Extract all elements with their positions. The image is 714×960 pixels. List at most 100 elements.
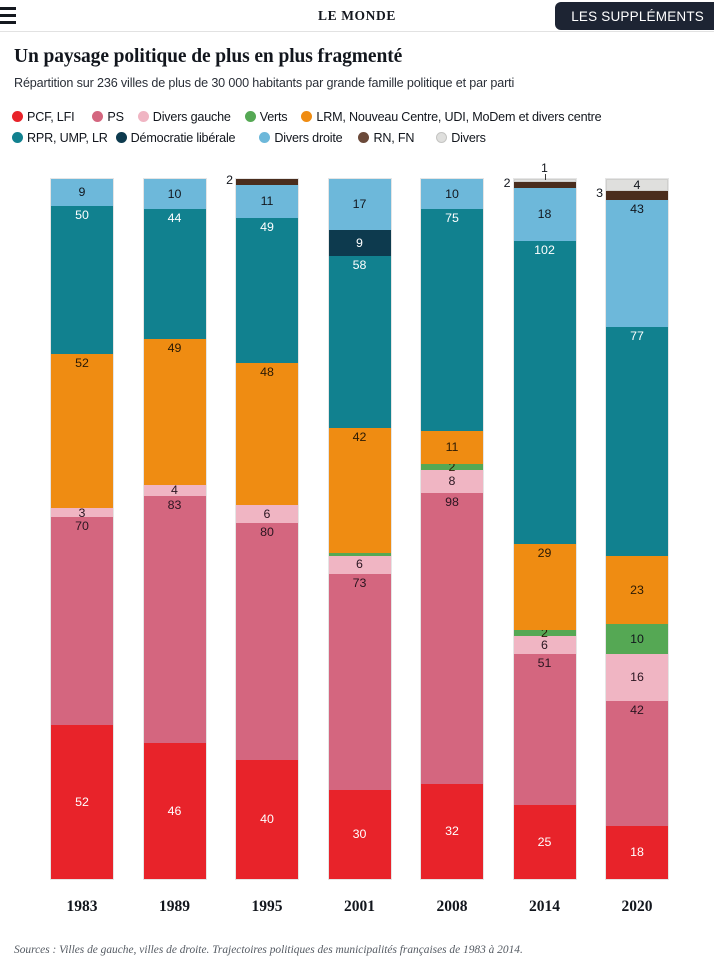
top-navigation-bar: LE MONDE LES SUPPLÉMENTS (0, 0, 714, 32)
bar-column-1995[interactable]: 40 80 6 48 49 11 2 (226, 174, 299, 880)
bar-segment[interactable]: 10 (421, 179, 483, 209)
bar-segment[interactable]: 98 (421, 493, 483, 785)
segment-value-label: 6 (263, 506, 271, 521)
bar-segment[interactable]: 6 (328, 555, 391, 574)
bar-segment[interactable]: 102 (513, 241, 576, 544)
segment-value-label: 9 (356, 235, 363, 250)
legend-item-label: Divers gauche (152, 109, 231, 124)
bar-segment[interactable]: 3 (51, 506, 113, 519)
legend-color-swatch-icon (358, 132, 370, 143)
legend-item-rn-fn: RN, FN (358, 131, 414, 145)
bar-segment[interactable]: 16 (606, 653, 668, 702)
bar-segment[interactable]: 29 (513, 543, 576, 630)
bar-segment[interactable]: 11 (236, 184, 298, 218)
segment-value-label: 42 (352, 430, 367, 445)
bar-segment[interactable]: 83 (143, 496, 206, 743)
legend-item-divers: Divers (436, 131, 486, 145)
bar-segment[interactable]: 58 (328, 256, 391, 429)
segment-value-label: 4 (171, 483, 178, 498)
segment-callout-label: 2 (226, 173, 233, 188)
legend-color-swatch-icon (137, 111, 149, 122)
bar-segment[interactable]: 75 (421, 208, 483, 432)
bar-segment[interactable]: 9 (51, 179, 113, 206)
bar-column-1983[interactable]: 52 70 3 52 50 9 (50, 178, 114, 880)
legend-item-label: Démocratie libérale (130, 130, 236, 145)
segment-value-label: 6 (541, 637, 548, 652)
bar-segment[interactable]: 11 (421, 431, 483, 464)
stacked-bar-2008: 32 98 8 2 11 75 10 (420, 178, 484, 880)
legend-row-right-parties: RPR, UMP, LR Démocratie libérale Divers dr… (12, 127, 714, 148)
segment-value-label: 44 (167, 210, 182, 225)
bar-segment[interactable]: 40 (236, 760, 298, 879)
segment-value-label: 58 (352, 258, 367, 273)
bar-segment[interactable]: 18 (513, 187, 576, 242)
bar-column-2008[interactable]: 32 98 8 2 11 75 10 (420, 178, 484, 880)
bar-segment[interactable]: 10 (143, 179, 206, 209)
legend-item-label: PCF, LFI (27, 109, 75, 124)
segment-value-label: 52 (75, 356, 89, 371)
bar-segment[interactable]: 1 (328, 539, 391, 556)
bar-segment[interactable]: 4 (143, 483, 206, 498)
legend-item-pcf-lfi: PCF, LFI (12, 109, 75, 124)
bar-segment[interactable]: 73 (328, 573, 391, 791)
bar-segment[interactable]: 18 (606, 825, 668, 879)
x-axis-label-2001: 2001 (344, 898, 375, 915)
legend-item-rpr-ump-lr: RPR, UMP, LR (12, 131, 108, 145)
bar-segment[interactable]: 49 (143, 339, 206, 485)
bar-segment[interactable]: 3 (596, 187, 668, 200)
bar-segment[interactable]: 17 (328, 179, 391, 230)
legend-item-d-mocratie-lib-rale: Démocratie libérale (115, 130, 236, 145)
bar-segment[interactable]: 2 (504, 177, 576, 189)
bar-segment[interactable]: 52 (51, 724, 113, 879)
legend-color-swatch-icon (301, 111, 313, 122)
segment-value-label: 49 (167, 341, 182, 356)
legend-item-label: Divers droite (274, 130, 343, 145)
bar-segment[interactable]: 52 (51, 354, 113, 509)
bar-column-2020[interactable]: 18 42 16 10 23 77 43 3 4 (596, 177, 669, 880)
bar-segment[interactable]: 80 (236, 523, 298, 761)
bar-segment[interactable]: 9 (328, 229, 391, 257)
bar-segment[interactable]: 30 (328, 790, 391, 879)
stacked-bar-2001: 30 73 61 42 58 9 17 (327, 178, 392, 880)
bar-segment[interactable]: 32 (421, 784, 483, 879)
bar-segment[interactable]: 25 (513, 804, 576, 879)
bar-segment[interactable]: 1 (513, 162, 576, 183)
bar-segment[interactable]: 42 (606, 701, 668, 826)
bar-column-2001[interactable]: 30 73 61 42 58 9 17 (327, 178, 392, 880)
legend-color-swatch-icon (92, 111, 104, 122)
segment-value-label: 11 (445, 440, 459, 455)
bar-segment[interactable]: 2 (421, 460, 483, 473)
segment-value-label: 6 (356, 557, 363, 572)
legend-item-ps: PS (92, 110, 124, 124)
bar-segment[interactable]: 23 (606, 555, 668, 624)
supplements-button[interactable]: LES SUPPLÉMENTS (555, 2, 714, 30)
segment-value-label: 30 (352, 827, 367, 842)
bar-column-1989[interactable]: 46 83 4 49 44 10 (142, 178, 207, 880)
legend-color-swatch-icon (115, 132, 127, 143)
bar-segment[interactable]: 70 (51, 517, 113, 725)
bar-segment[interactable]: 43 (606, 199, 668, 328)
bar-segment[interactable]: 6 (513, 635, 576, 654)
hamburger-menu-icon[interactable] (0, 7, 16, 24)
bar-segment[interactable]: 2 (513, 625, 576, 640)
bar-segment[interactable]: 48 (236, 362, 298, 506)
segment-value-label: 80 (260, 525, 274, 540)
bar-segment[interactable]: 10 (606, 623, 668, 654)
segment-value-label: 18 (630, 845, 644, 860)
bar-segment[interactable]: 8 (421, 469, 483, 494)
bar-segment[interactable]: 51 (513, 653, 576, 805)
bar-column-2014[interactable]: 25 51 6 2 29 102 18 2 1 (504, 162, 577, 880)
bar-segment[interactable]: 42 (328, 428, 391, 553)
bar-segment[interactable]: 49 (236, 217, 298, 363)
bar-segment[interactable]: 50 (51, 205, 113, 355)
bar-segment[interactable]: 6 (236, 505, 298, 524)
bar-segment[interactable]: 44 (143, 208, 206, 340)
bar-segment[interactable]: 4 (606, 177, 668, 192)
segment-value-label: 2 (541, 625, 548, 640)
segment-value-label: 4 (633, 177, 641, 192)
segment-value-label: 49 (260, 219, 274, 234)
bar-segment[interactable]: 77 (606, 327, 668, 556)
x-axis-label-2008: 2008 (436, 898, 468, 915)
bar-segment[interactable]: 46 (143, 742, 206, 879)
bar-segment[interactable]: 2 (226, 174, 298, 186)
